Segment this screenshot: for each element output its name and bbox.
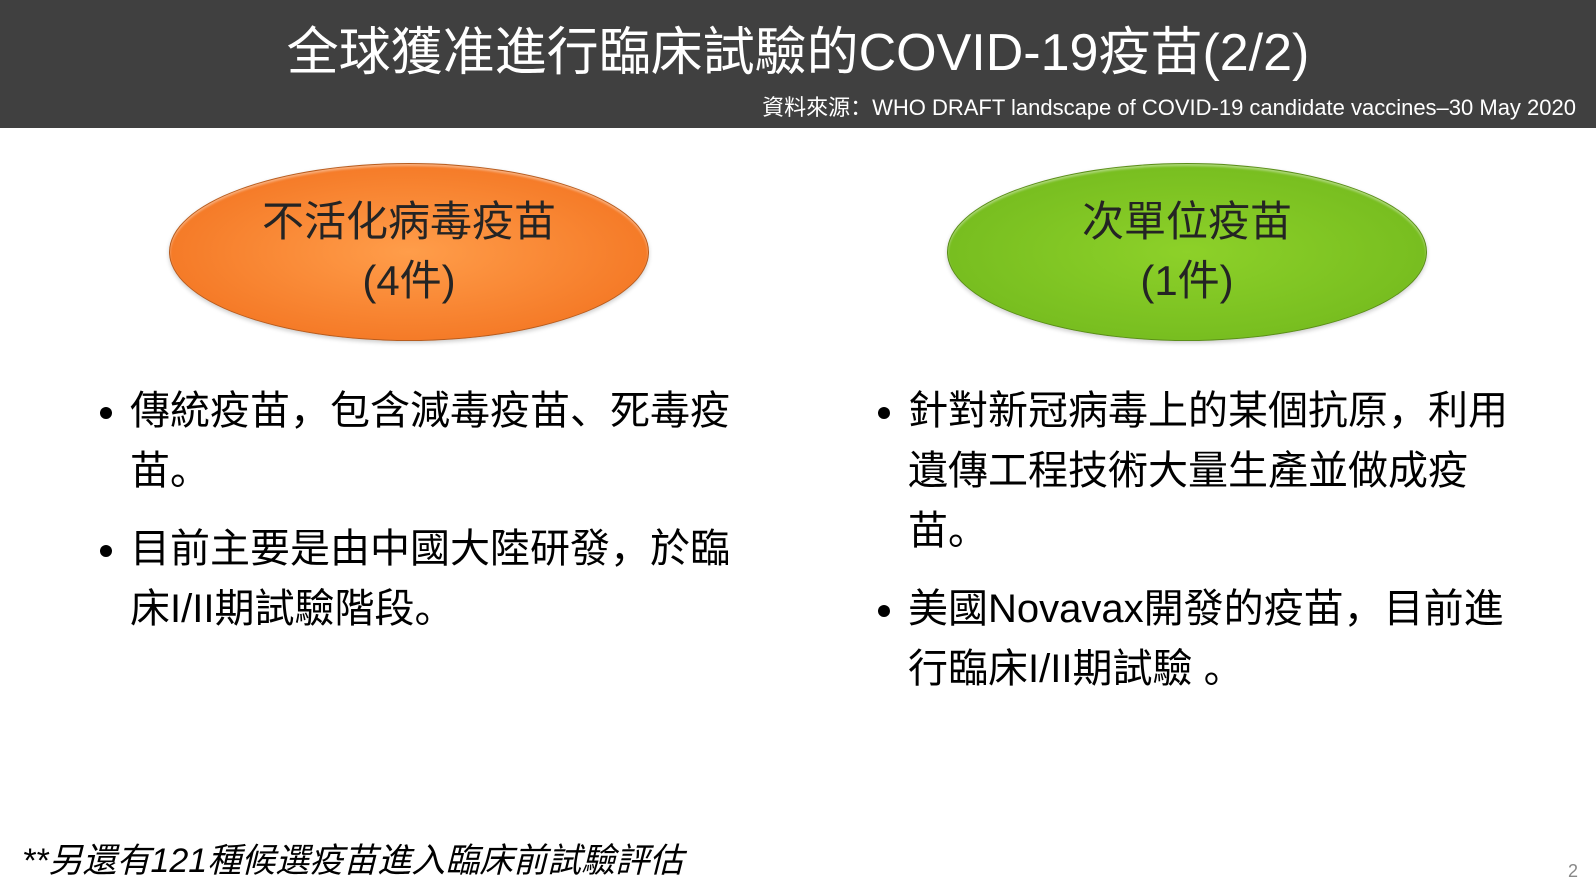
left-column: 不活化病毒疫苗 (4件) 傳統疫苗，包含減毒疫苗、死毒疫苗。 目前主要是由中國大… [60,163,758,717]
page-title: 全球獲准進行臨床試驗的COVID-19疫苗(2/2) [0,0,1596,85]
left-bullets: 傳統疫苗，包含減毒疫苗、死毒疫苗。 目前主要是由中國大陸研發，於臨床I/II期試… [60,381,758,657]
list-item: 傳統疫苗，包含減毒疫苗、死毒疫苗。 [130,381,758,501]
list-item: 針對新冠病毒上的某個抗原，利用遺傳工程技術大量生產並做成疫苗。 [908,381,1536,561]
source-attribution: 資料來源：WHO DRAFT landscape of COVID-19 can… [762,90,1576,122]
category-ellipse-inactivated: 不活化病毒疫苗 (4件) [169,163,649,341]
footnote: **另還有121種候選疫苗進入臨床前試驗評估 [22,833,683,882]
list-item: 目前主要是由中國大陸研發，於臨床I/II期試驗階段。 [130,519,758,639]
right-column: 次單位疫苗 (1件) 針對新冠病毒上的某個抗原，利用遺傳工程技術大量生產並做成疫… [838,163,1536,717]
category-ellipse-subunit: 次單位疫苗 (1件) [947,163,1427,341]
header-bar: 全球獲准進行臨床試驗的COVID-19疫苗(2/2) 資料來源：WHO DRAF… [0,0,1596,128]
ellipse-title: 次單位疫苗 [1082,193,1292,252]
list-item: 美國Novavax開發的疫苗，目前進行臨床I/II期試驗 。 [908,579,1536,699]
content-columns: 不活化病毒疫苗 (4件) 傳統疫苗，包含減毒疫苗、死毒疫苗。 目前主要是由中國大… [0,128,1596,717]
ellipse-count: (4件) [362,252,455,311]
page-number: 2 [1568,861,1578,882]
ellipse-title: 不活化病毒疫苗 [262,193,556,252]
ellipse-count: (1件) [1140,252,1233,311]
right-bullets: 針對新冠病毒上的某個抗原，利用遺傳工程技術大量生產並做成疫苗。 美國Novava… [838,381,1536,717]
